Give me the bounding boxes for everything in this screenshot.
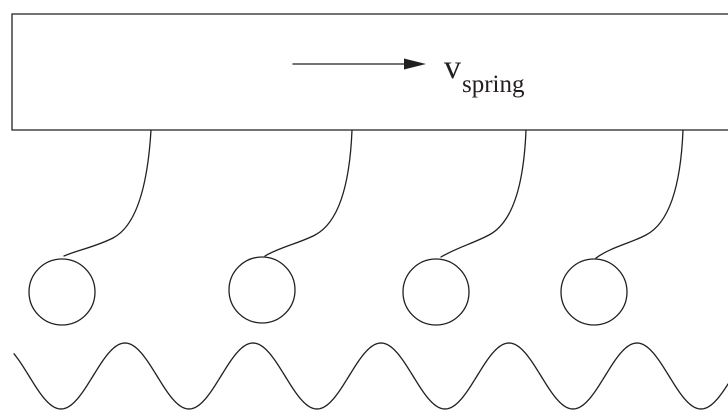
velocity-indicator: vspring — [292, 49, 525, 98]
support-block — [11, 13, 728, 131]
velocity-arrow-head — [404, 58, 426, 70]
particle — [28, 258, 96, 326]
springs — [63, 129, 684, 259]
moving-support — [11, 13, 728, 131]
velocity-subscript: spring — [462, 71, 525, 98]
particle — [228, 256, 296, 324]
spring — [63, 129, 152, 257]
particle — [560, 258, 628, 326]
velocity-label: vspring — [444, 49, 525, 98]
spring — [440, 129, 527, 258]
particles — [28, 256, 628, 326]
particle — [402, 258, 470, 326]
substrate-potential — [13, 342, 728, 410]
spring — [595, 129, 684, 259]
spring — [264, 129, 353, 257]
velocity-symbol: v — [444, 49, 461, 86]
